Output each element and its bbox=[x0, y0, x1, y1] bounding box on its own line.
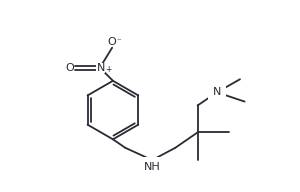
Text: O: O bbox=[65, 63, 74, 73]
Text: N: N bbox=[96, 64, 105, 74]
Text: ⁻: ⁻ bbox=[117, 38, 122, 47]
Text: N: N bbox=[213, 87, 221, 97]
Text: +: + bbox=[105, 65, 112, 74]
Text: O: O bbox=[108, 37, 116, 47]
Text: NH: NH bbox=[144, 162, 160, 172]
